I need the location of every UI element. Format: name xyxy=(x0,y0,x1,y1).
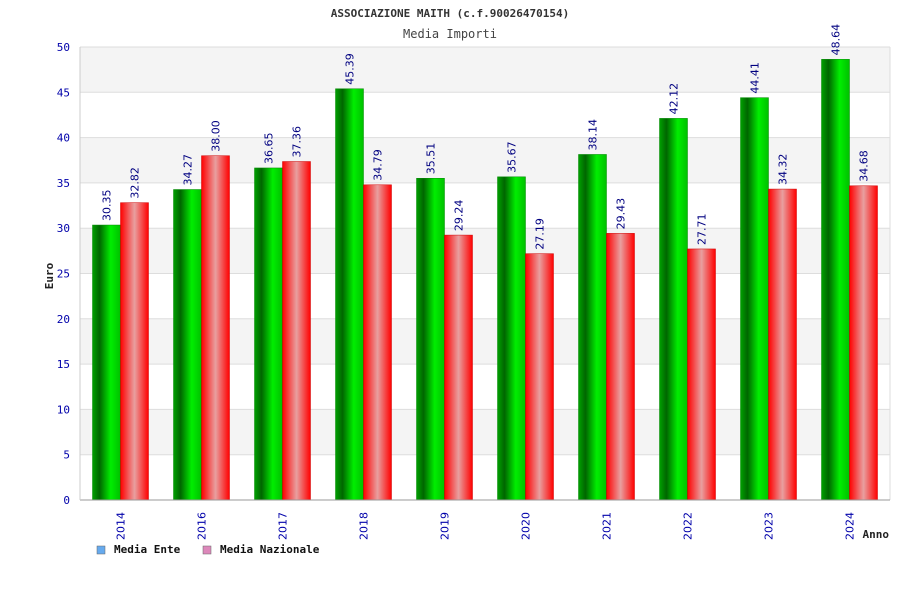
y-tick-label: 35 xyxy=(57,177,70,190)
bar-data-label: 48.64 xyxy=(830,24,843,56)
bar-media-nazionale-2022 xyxy=(687,248,716,501)
bar-data-label: 34.79 xyxy=(372,149,385,181)
bar-media-ente-2024 xyxy=(821,59,850,501)
bar-data-label: 35.67 xyxy=(506,141,519,173)
y-axis-label: Euro xyxy=(43,262,56,289)
y-tick-label: 15 xyxy=(57,358,70,371)
y-tick-label: 0 xyxy=(63,494,70,507)
x-tick-label: 2014 xyxy=(115,512,128,540)
x-tick-label: 2024 xyxy=(844,512,857,540)
y-tick-label: 5 xyxy=(63,449,70,462)
y-tick-label: 45 xyxy=(57,86,70,99)
x-axis-ticks: 2014 2016 2017 2018 2019 2020 2021 2022 2023 2024 xyxy=(115,512,857,540)
bar-data-labels: 30.35 32.82 34.27 38.00 36.65 37.36 45.39 34.79… xyxy=(101,24,871,250)
y-tick-label: 20 xyxy=(57,313,70,326)
y-tick-label: 30 xyxy=(57,222,70,235)
grid-band xyxy=(80,47,890,93)
bar-media-nazionale-2017 xyxy=(282,161,311,501)
x-tick-label: 2019 xyxy=(439,512,452,540)
bar-media-nazionale-2021 xyxy=(606,233,635,501)
bar-media-nazionale-2024 xyxy=(849,185,878,501)
x-tick-label: 2023 xyxy=(763,512,776,540)
bar-media-nazionale-2018 xyxy=(363,184,392,501)
bar-media-nazionale-2020 xyxy=(525,253,554,501)
x-tick-label: 2016 xyxy=(196,512,209,540)
y-tick-label: 10 xyxy=(57,403,70,416)
bar-data-label: 34.32 xyxy=(777,154,790,186)
legend-label-media-nazionale: Media Nazionale xyxy=(220,543,320,556)
bar-data-label: 30.35 xyxy=(101,190,114,222)
bars xyxy=(92,59,878,501)
bar-data-label: 44.41 xyxy=(749,62,762,94)
x-tick-label: 2021 xyxy=(601,512,614,540)
bar-media-ente-2016 xyxy=(173,189,202,501)
bar-data-label: 35.51 xyxy=(425,143,438,175)
bar-data-label: 42.12 xyxy=(668,83,681,115)
bar-media-ente-2020 xyxy=(497,176,526,501)
bar-data-label: 29.24 xyxy=(453,200,466,232)
y-tick-label: 50 xyxy=(57,41,70,54)
bar-data-label: 36.65 xyxy=(263,132,276,164)
x-tick-label: 2020 xyxy=(520,512,533,540)
bar-data-label: 45.39 xyxy=(344,53,357,85)
x-tick-label: 2022 xyxy=(682,512,695,540)
legend-label-media-ente: Media Ente xyxy=(114,543,181,556)
bar-data-label: 32.82 xyxy=(129,167,142,199)
bar-data-label: 38.14 xyxy=(587,119,600,151)
chart-subtitle: Media Importi xyxy=(403,27,497,41)
bar-media-ente-2023 xyxy=(740,97,769,501)
bar-media-ente-2018 xyxy=(335,88,364,501)
chart-title: ASSOCIAZIONE MAITH (c.f.90026470154) xyxy=(331,7,569,20)
bar-media-ente-2022 xyxy=(659,118,688,501)
bar-media-nazionale-2014 xyxy=(120,202,149,501)
bar-media-ente-2019 xyxy=(416,178,445,501)
bar-data-label: 29.43 xyxy=(615,198,628,230)
x-tick-label: 2017 xyxy=(277,512,290,540)
bar-media-nazionale-2019 xyxy=(444,234,473,501)
bar-data-label: 27.71 xyxy=(696,213,709,245)
bar-media-nazionale-2023 xyxy=(768,188,797,501)
legend: Media Ente Media Nazionale xyxy=(96,543,320,556)
y-axis-ticks: 0 5 10 15 20 25 30 35 40 45 50 xyxy=(57,41,70,507)
bar-data-label: 27.19 xyxy=(534,218,547,250)
bar-media-ente-2014 xyxy=(92,224,121,501)
legend-swatch-media-nazionale xyxy=(202,545,212,555)
x-axis-label: Anno xyxy=(863,528,890,541)
bar-media-nazionale-2016 xyxy=(201,155,230,501)
bar-data-label: 38.00 xyxy=(210,120,223,152)
bar-media-ente-2017 xyxy=(254,167,283,501)
bar-data-label: 37.36 xyxy=(291,126,304,158)
bar-data-label: 34.27 xyxy=(182,154,195,186)
y-tick-label: 25 xyxy=(57,268,70,281)
bar-media-ente-2021 xyxy=(578,154,607,501)
x-tick-label: 2018 xyxy=(358,512,371,540)
legend-swatch-media-ente xyxy=(96,545,106,555)
y-tick-label: 40 xyxy=(57,132,70,145)
bar-data-label: 34.68 xyxy=(858,150,871,182)
